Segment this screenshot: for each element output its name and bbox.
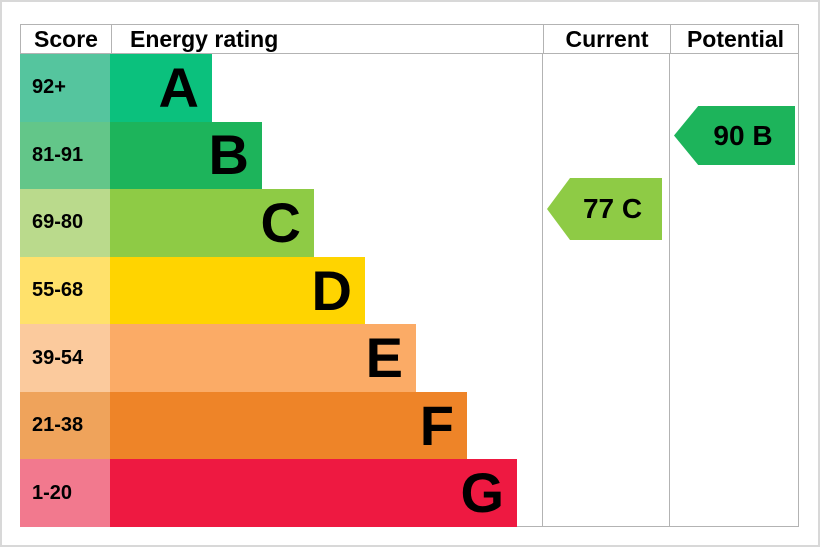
rating-band-row: 21-38 F bbox=[20, 391, 542, 460]
rating-letter: G bbox=[460, 461, 504, 525]
potential-rating-arrow: 90 B bbox=[674, 106, 795, 165]
rating-letter: D bbox=[311, 258, 352, 322]
rating-bar: B bbox=[110, 121, 262, 190]
potential-rating-label: 90 B bbox=[713, 119, 773, 151]
rating-bar: C bbox=[110, 189, 314, 257]
score-range: 81-91 bbox=[20, 121, 110, 190]
rating-bands: 92+ A 81-91 B 69-80 C 55-68 D 39-54 E 21… bbox=[20, 54, 542, 528]
rating-letter: F bbox=[419, 393, 454, 457]
chart-body: 92+ A 81-91 B 69-80 C 55-68 D 39-54 E 21… bbox=[20, 54, 799, 528]
rating-letter: A bbox=[158, 55, 199, 119]
rating-bar: E bbox=[110, 324, 416, 392]
score-range: 55-68 bbox=[20, 256, 110, 325]
potential-column-divider bbox=[669, 54, 670, 527]
rating-letter: E bbox=[365, 326, 403, 390]
current-rating-label: 77 C bbox=[582, 193, 643, 224]
rating-bar: G bbox=[110, 459, 517, 528]
score-range: 21-38 bbox=[20, 391, 110, 460]
rating-band-row: 55-68 D bbox=[20, 256, 542, 325]
rating-bar: A bbox=[110, 54, 212, 122]
epc-table: Score Energy rating Current Potential 92… bbox=[20, 24, 799, 528]
rating-band-row: 39-54 E bbox=[20, 324, 542, 392]
potential-column-header: Potential bbox=[670, 25, 800, 53]
current-rating-arrow: 77 C bbox=[547, 178, 662, 240]
score-column-header: Score bbox=[34, 25, 98, 52]
rating-band-row: 69-80 C bbox=[20, 189, 542, 257]
rating-band-row: 1-20 G bbox=[20, 459, 542, 528]
rating-bar: F bbox=[110, 391, 467, 460]
rating-letter: B bbox=[208, 123, 249, 187]
rating-band-row: 92+ A bbox=[20, 54, 542, 122]
rating-letter: C bbox=[260, 190, 301, 254]
score-range: 69-80 bbox=[20, 189, 110, 257]
score-range: 1-20 bbox=[20, 459, 110, 528]
score-range: 39-54 bbox=[20, 324, 110, 392]
table-header-row: Score Energy rating Current Potential bbox=[20, 24, 798, 54]
current-column-header: Current bbox=[543, 25, 670, 53]
current-column-divider bbox=[542, 54, 543, 527]
score-range: 92+ bbox=[20, 54, 110, 122]
rating-bar: D bbox=[110, 256, 365, 325]
energy-rating-column-header: Energy rating bbox=[111, 25, 543, 53]
rating-band-row: 81-91 B bbox=[20, 121, 542, 190]
